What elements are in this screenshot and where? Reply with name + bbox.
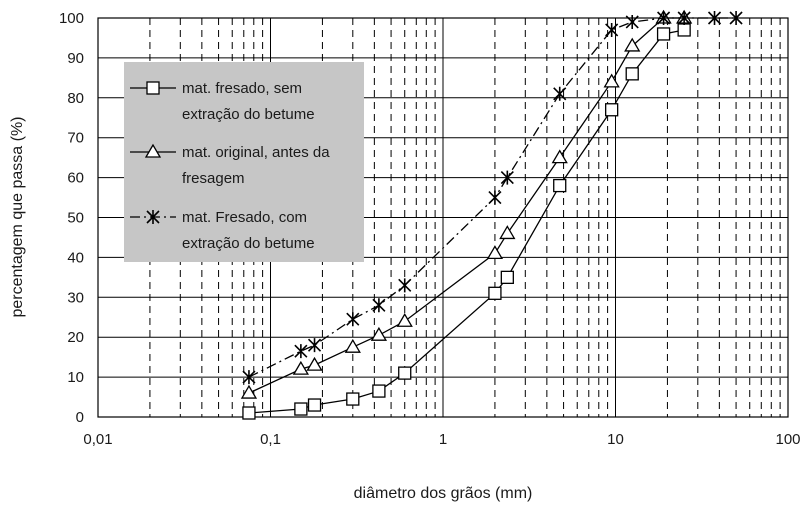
data-point-asterisk	[553, 86, 567, 101]
series-2	[240, 9, 693, 399]
legend-label: extração do betume	[182, 235, 315, 252]
data-point-square	[346, 392, 360, 406]
legend-label: extração do betume	[182, 106, 315, 123]
data-point-asterisk	[657, 11, 671, 25]
y-tick-label: 0	[76, 409, 84, 426]
data-point-square	[605, 103, 619, 117]
series-line	[248, 17, 737, 378]
data-point-asterisk	[294, 344, 308, 359]
y-tick-label: 20	[67, 329, 84, 346]
data-point-triangle	[344, 338, 361, 353]
data-point-square	[242, 406, 256, 420]
plot-frame	[97, 17, 789, 418]
data-point-triangle	[551, 149, 568, 164]
data-point-asterisk	[346, 312, 360, 327]
data-point-asterisk	[605, 22, 619, 37]
y-tick-label: 90	[67, 50, 84, 67]
data-point-square	[500, 270, 514, 285]
data-point-square	[625, 67, 639, 81]
data-point-triangle	[240, 384, 258, 399]
data-point-asterisk	[625, 14, 639, 29]
legend-label: mat. fresado, sem	[182, 80, 302, 97]
x-tick-label: 0,01	[83, 431, 112, 448]
data-point-square	[488, 286, 502, 300]
x-tick-label: 10	[607, 431, 624, 448]
x-tick-labels: 0,01 0,1 1 10 100	[83, 431, 800, 448]
legend-label: mat. Fresado, com	[182, 209, 307, 226]
legend-box	[124, 62, 364, 262]
data-point-asterisk	[677, 11, 691, 25]
series-layer	[240, 9, 743, 420]
data-point-square	[398, 366, 412, 380]
data-point-square	[372, 384, 386, 398]
data-point-triangle	[144, 143, 162, 158]
data-point-triangle	[306, 356, 323, 371]
x-tick-label: 1	[439, 431, 447, 448]
data-point-triangle	[499, 225, 516, 240]
y-tick-label: 60	[67, 170, 84, 187]
data-point-asterisk	[398, 278, 412, 293]
data-point-square	[553, 178, 567, 193]
data-point-asterisk	[372, 298, 386, 313]
data-point-asterisk	[307, 338, 322, 353]
data-point-square	[294, 402, 308, 416]
x-axis-label: diâmetro dos grãos (mm)	[354, 485, 533, 502]
series-3	[242, 11, 743, 385]
data-point-triangle	[486, 245, 504, 260]
data-point-asterisk	[707, 11, 722, 25]
data-point-square	[656, 27, 671, 41]
legend-entry-2: mat. original, antes da fresagem	[130, 143, 330, 187]
legend-entry-1: mat. fresado, sem extração do betume	[130, 80, 315, 123]
data-point-triangle	[624, 37, 641, 52]
data-point-asterisk	[146, 210, 160, 224]
y-axis-label: percentagem que passa (%)	[9, 117, 26, 318]
data-point-triangle	[292, 360, 310, 375]
y-tick-label: 70	[67, 130, 84, 147]
data-point-triangle	[396, 312, 413, 327]
legend-label: mat. original, antes da	[182, 144, 330, 161]
data-point-asterisk	[488, 190, 502, 205]
y-tick-label: 30	[67, 289, 84, 306]
x-tick-label: 0,1	[260, 431, 281, 448]
data-point-triangle	[603, 73, 620, 88]
y-tick-label: 80	[67, 90, 84, 107]
data-point-triangle	[370, 326, 388, 341]
series-1	[242, 23, 691, 420]
data-point-square	[146, 81, 160, 95]
y-tick-labels: 0 10 20 30 40 50 60 70 80 90 100	[59, 10, 84, 426]
data-point-square	[677, 23, 691, 37]
y-tick-label: 40	[67, 249, 84, 266]
y-tick-label: 10	[67, 369, 84, 386]
legend-label: fresagem	[182, 170, 245, 187]
data-point-asterisk	[242, 370, 256, 385]
data-point-square	[307, 398, 322, 412]
legend-entry-3: mat. Fresado, com extração do betume	[130, 209, 315, 252]
data-point-asterisk	[729, 11, 743, 25]
data-point-asterisk	[500, 170, 514, 185]
y-tick-label: 50	[67, 210, 84, 227]
x-tick-label: 100	[775, 431, 800, 448]
y-tick-label: 100	[59, 10, 84, 27]
